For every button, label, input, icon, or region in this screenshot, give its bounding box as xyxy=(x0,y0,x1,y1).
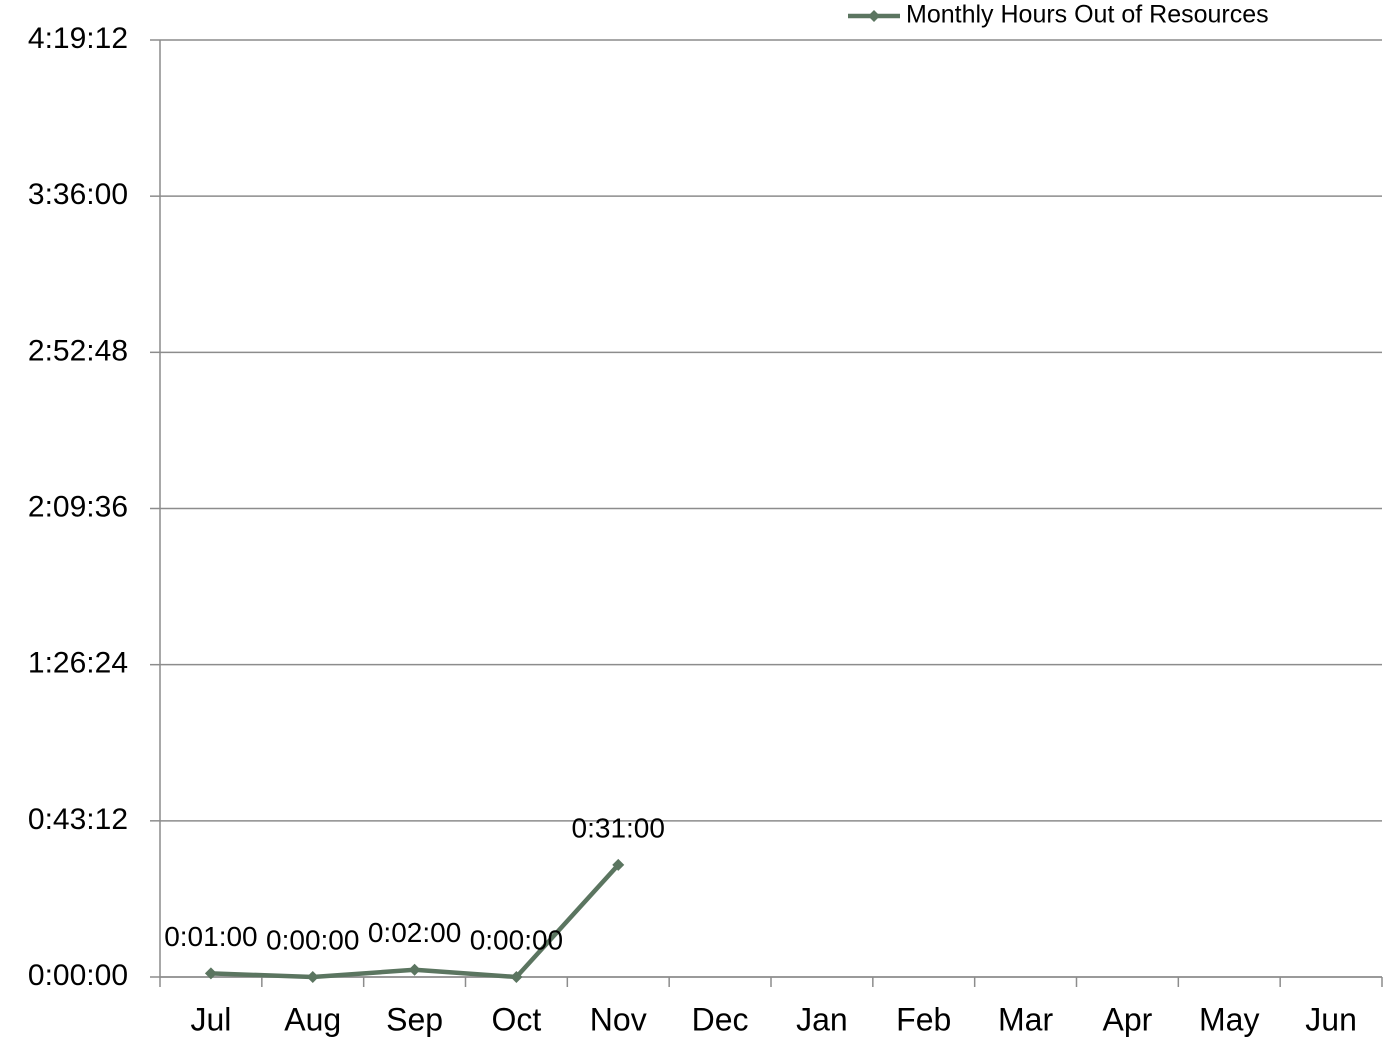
y-tick-label: 0:00:00 xyxy=(28,959,128,992)
data-label: 0:01:00 xyxy=(164,921,257,952)
data-label: 0:02:00 xyxy=(368,917,461,948)
x-tick-label: Aug xyxy=(284,1001,341,1037)
x-tick-label: Jun xyxy=(1305,1001,1357,1037)
x-tick-label: Dec xyxy=(692,1001,749,1037)
y-tick-label: 0:43:12 xyxy=(28,803,128,836)
point xyxy=(612,858,625,871)
x-tick-label: Jul xyxy=(190,1001,231,1037)
x-tick-label: Feb xyxy=(896,1001,951,1037)
x-tick-label: Jan xyxy=(796,1001,848,1037)
data-label: 0:31:00 xyxy=(572,812,665,843)
x-tick-label: Sep xyxy=(386,1001,443,1037)
point xyxy=(510,971,523,983)
x-tick-label: Oct xyxy=(492,1001,542,1037)
x-tick-label: Mar xyxy=(998,1001,1053,1037)
y-tick-label: 2:52:48 xyxy=(28,334,128,367)
y-tick-label: 3:36:00 xyxy=(28,178,128,211)
legend-marker xyxy=(868,10,880,22)
y-tick-label: 1:26:24 xyxy=(28,647,128,680)
point xyxy=(408,963,421,976)
x-tick-label: Nov xyxy=(590,1001,647,1037)
y-tick-label: 2:09:36 xyxy=(28,490,128,523)
x-tick-label: Apr xyxy=(1103,1001,1153,1037)
y-tick-label: 4:19:12 xyxy=(28,22,128,55)
legend-label: Monthly Hours Out of Resources xyxy=(906,1,1269,29)
data-label: 0:00:00 xyxy=(470,924,563,955)
point xyxy=(204,967,217,980)
x-tick-label: May xyxy=(1199,1001,1259,1037)
point xyxy=(306,971,319,983)
data-label: 0:00:00 xyxy=(266,924,359,955)
